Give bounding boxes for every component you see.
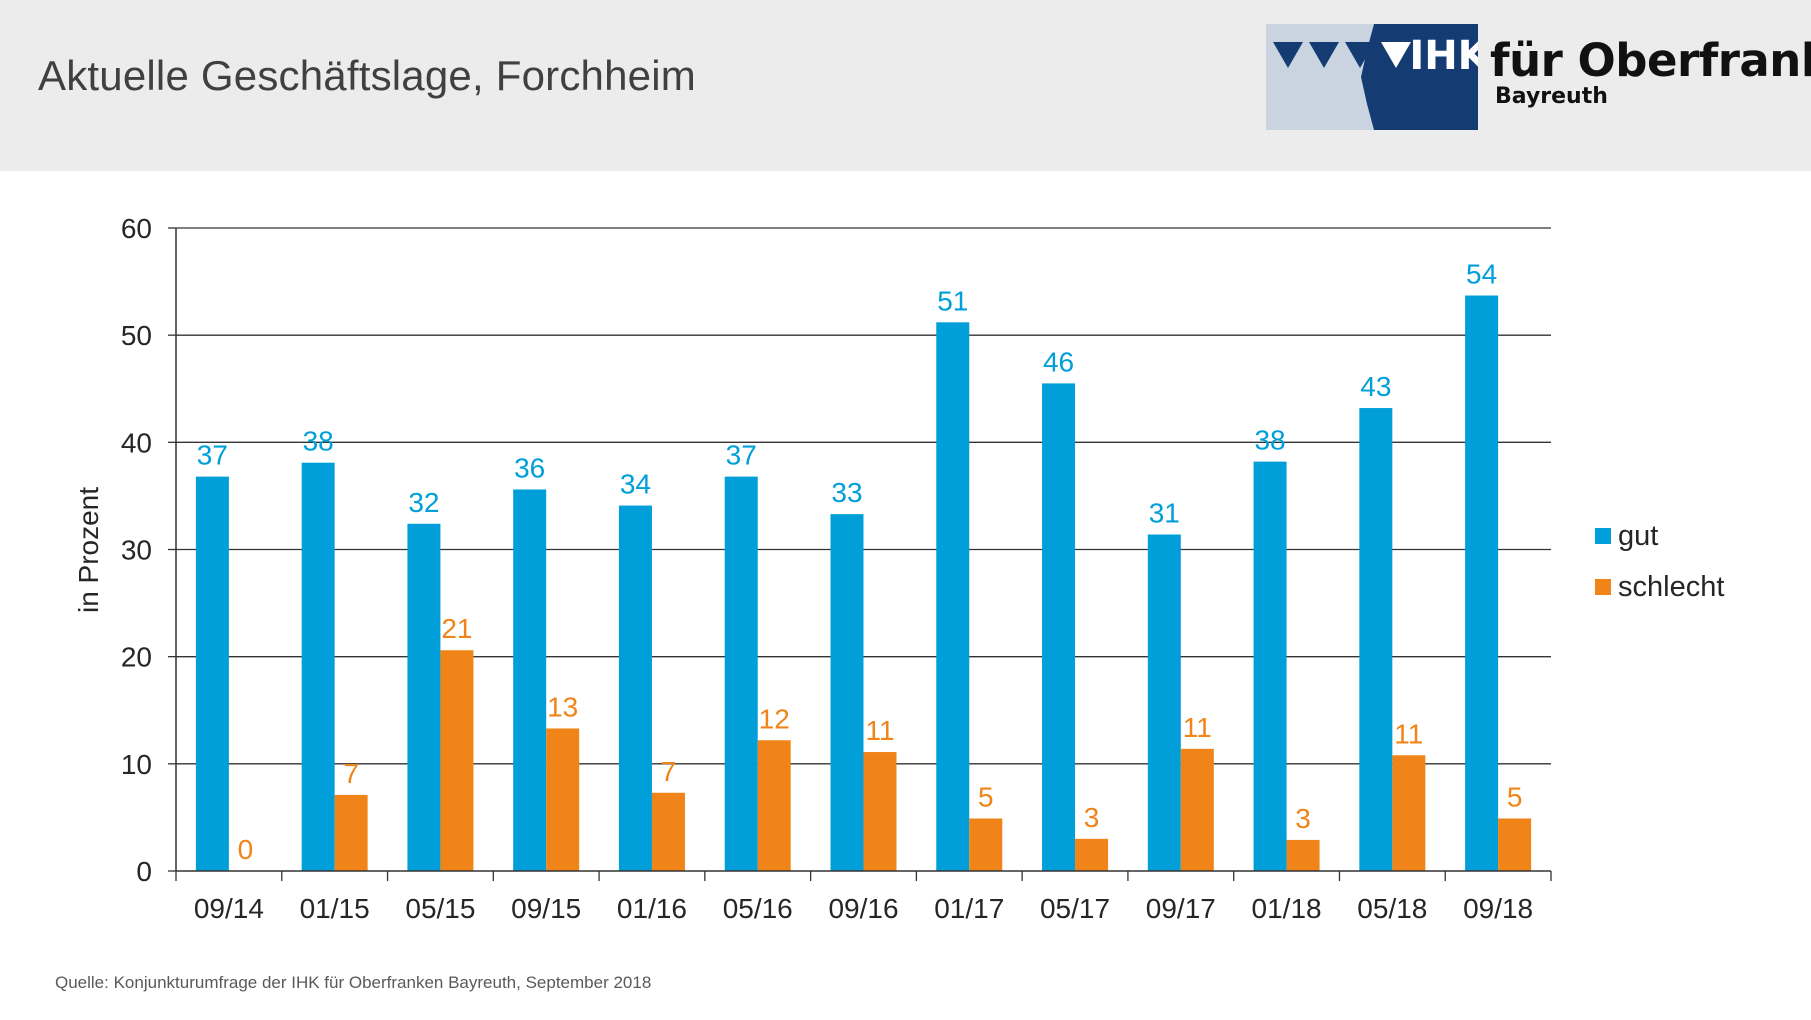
data-label-schlecht: 5 <box>978 781 994 812</box>
data-label-schlecht: 3 <box>1084 802 1100 833</box>
bar-gut <box>724 476 758 871</box>
legend-label-schlecht: schlecht <box>1618 571 1724 603</box>
data-label-schlecht: 12 <box>759 703 790 734</box>
data-label-gut: 36 <box>514 452 545 483</box>
data-label-gut: 38 <box>303 426 334 457</box>
bar-schlecht <box>863 752 897 871</box>
logo-name: für Oberfranken <box>1490 34 1811 87</box>
x-tick-label: 01/18 <box>1252 893 1322 924</box>
labels-layer: 37 38 32 36 34 37 33 51 46 31 38 43 54 0 7 21 13 7 12 11 5 3 1… <box>197 259 1523 865</box>
bar-gut <box>301 462 335 871</box>
x-tick-label: 05/16 <box>723 893 793 924</box>
legend-swatch-gut <box>1595 528 1611 544</box>
bar-gut <box>195 476 229 871</box>
data-label-gut: 33 <box>831 477 862 508</box>
y-tick-label: 10 <box>121 749 152 780</box>
x-tick-label: 09/17 <box>1146 893 1216 924</box>
logo-triangle-4 <box>1381 42 1411 68</box>
logo-ihk-text: IHK <box>1409 33 1478 79</box>
data-label-gut: 32 <box>408 487 439 518</box>
bar-gut <box>1147 534 1181 871</box>
logo-triangle-2 <box>1309 42 1339 68</box>
source-note: Quelle: Konjunkturumfrage der IHK für Ob… <box>55 973 652 992</box>
y-tick-label: 30 <box>121 535 152 566</box>
legend: gut schlecht <box>1595 520 1724 603</box>
data-label-schlecht: 0 <box>238 834 254 865</box>
legend-label-gut: gut <box>1618 520 1658 552</box>
bar-gut <box>1253 461 1287 871</box>
y-tick-label: 20 <box>121 642 152 673</box>
x-tick-label: 01/16 <box>617 893 687 924</box>
x-tick-label: 09/14 <box>194 893 264 924</box>
bar-gut <box>618 505 652 871</box>
data-label-schlecht: 7 <box>343 758 359 789</box>
bar-schlecht <box>1075 838 1109 871</box>
bar-schlecht <box>757 740 791 871</box>
bar-gut <box>513 489 547 871</box>
data-label-schlecht: 11 <box>1183 712 1212 743</box>
bars-layer <box>195 295 1532 872</box>
bar-schlecht <box>969 818 1003 871</box>
ihk-logo: IHK für Oberfranken Bayreuth <box>1266 24 1811 130</box>
y-tick-label: 0 <box>136 856 152 887</box>
header-band: Aktuelle Geschäftslage, Forchheim IHK fü… <box>0 0 1811 171</box>
page-title: Aktuelle Geschäftslage, Forchheim <box>38 52 696 99</box>
x-tick-label: 09/16 <box>828 893 898 924</box>
data-label-schlecht: 11 <box>865 715 894 746</box>
data-label-gut: 51 <box>937 285 968 316</box>
bar-schlecht <box>546 728 580 871</box>
data-label-gut: 38 <box>1254 425 1285 456</box>
y-axis-label: in Prozent <box>73 487 104 613</box>
y-tick-label: 50 <box>121 320 152 351</box>
bar-schlecht <box>1180 748 1214 871</box>
logo-triangle-1 <box>1273 42 1303 68</box>
bar-schlecht <box>651 792 685 871</box>
bar-gut <box>407 523 441 871</box>
y-tick-label: 40 <box>121 427 152 458</box>
bar-schlecht <box>440 650 474 871</box>
logo-sub: Bayreuth <box>1495 84 1608 109</box>
data-label-schlecht: 3 <box>1295 803 1311 834</box>
bar-schlecht <box>1286 839 1320 871</box>
y-tick-label: 60 <box>121 213 152 244</box>
bar-gut <box>830 514 864 871</box>
data-label-gut: 46 <box>1043 346 1074 377</box>
bar-gut <box>936 322 970 872</box>
data-label-gut: 54 <box>1466 259 1497 290</box>
x-tick-label: 01/17 <box>934 893 1004 924</box>
bar-gut <box>1359 408 1393 871</box>
x-tick-label: 05/15 <box>405 893 475 924</box>
bar-gut <box>1042 383 1076 871</box>
x-tick-label: 09/18 <box>1463 893 1533 924</box>
data-label-schlecht: 5 <box>1507 781 1523 812</box>
bar-schlecht <box>334 794 368 871</box>
data-label-schlecht: 21 <box>441 613 472 644</box>
x-tick-label: 05/17 <box>1040 893 1110 924</box>
ihk-logo-mark: IHK <box>1266 24 1478 130</box>
logo-triangle-3 <box>1345 42 1375 68</box>
legend-swatch-schlecht <box>1595 579 1611 595</box>
data-label-schlecht: 11 <box>1394 718 1423 749</box>
data-label-gut: 34 <box>620 469 651 500</box>
x-tick-label: 01/15 <box>300 893 370 924</box>
data-label-gut: 43 <box>1360 371 1391 402</box>
data-label-gut: 31 <box>1149 497 1180 528</box>
bar-gut <box>1465 295 1499 871</box>
data-label-schlecht: 13 <box>547 691 578 722</box>
data-label-schlecht: 7 <box>661 756 677 787</box>
x-tick-label: 09/15 <box>511 893 581 924</box>
bar-schlecht <box>1498 818 1532 871</box>
x-tick-label: 05/18 <box>1357 893 1427 924</box>
bar-schlecht <box>1392 755 1426 871</box>
data-label-gut: 37 <box>726 440 757 471</box>
data-label-gut: 37 <box>197 440 228 471</box>
